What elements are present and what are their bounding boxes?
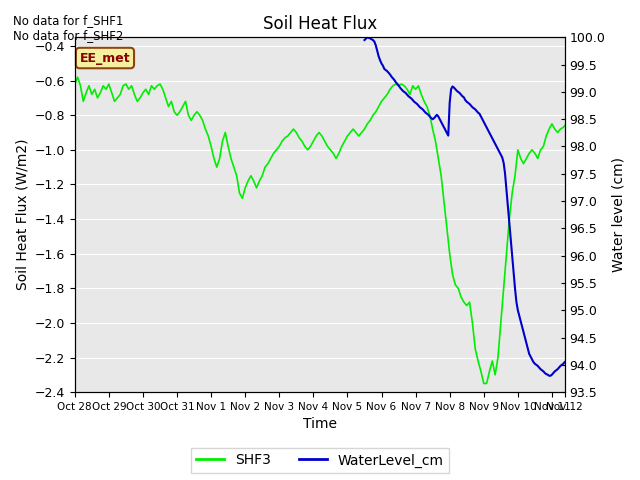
WaterLevel_cm [364, 35, 371, 40]
Legend: SHF3, WaterLevel_cm: SHF3, WaterLevel_cm [191, 448, 449, 473]
Line: WaterLevel_cm: WaterLevel_cm [364, 37, 564, 376]
WaterLevel_cm [360, 37, 368, 43]
SHF3 [480, 381, 488, 386]
WaterLevel_cm [561, 359, 568, 365]
Title: Soil Heat Flux: Soil Heat Flux [262, 15, 377, 33]
WaterLevel_cm [366, 36, 374, 41]
Line: SHF3: SHF3 [75, 77, 564, 384]
SHF3 [79, 98, 87, 104]
WaterLevel_cm [545, 373, 553, 379]
SHF3 [74, 74, 81, 80]
WaterLevel_cm [369, 37, 377, 43]
WaterLevel_cm [477, 114, 484, 120]
Y-axis label: Water level (cm): Water level (cm) [611, 157, 625, 272]
Text: EE_met: EE_met [79, 51, 131, 64]
SHF3 [437, 173, 445, 179]
SHF3 [71, 81, 79, 87]
WaterLevel_cm [492, 141, 499, 147]
SHF3 [338, 144, 346, 149]
SHF3 [125, 86, 132, 92]
SHF3 [397, 81, 405, 87]
WaterLevel_cm [559, 361, 567, 367]
Text: No data for f_SHF1
No data for f_SHF2: No data for f_SHF1 No data for f_SHF2 [13, 14, 123, 42]
WaterLevel_cm [468, 104, 476, 110]
X-axis label: Time: Time [303, 418, 337, 432]
SHF3 [93, 95, 101, 101]
SHF3 [561, 123, 568, 129]
Y-axis label: Soil Heat Flux (W/m2): Soil Heat Flux (W/m2) [15, 139, 29, 290]
